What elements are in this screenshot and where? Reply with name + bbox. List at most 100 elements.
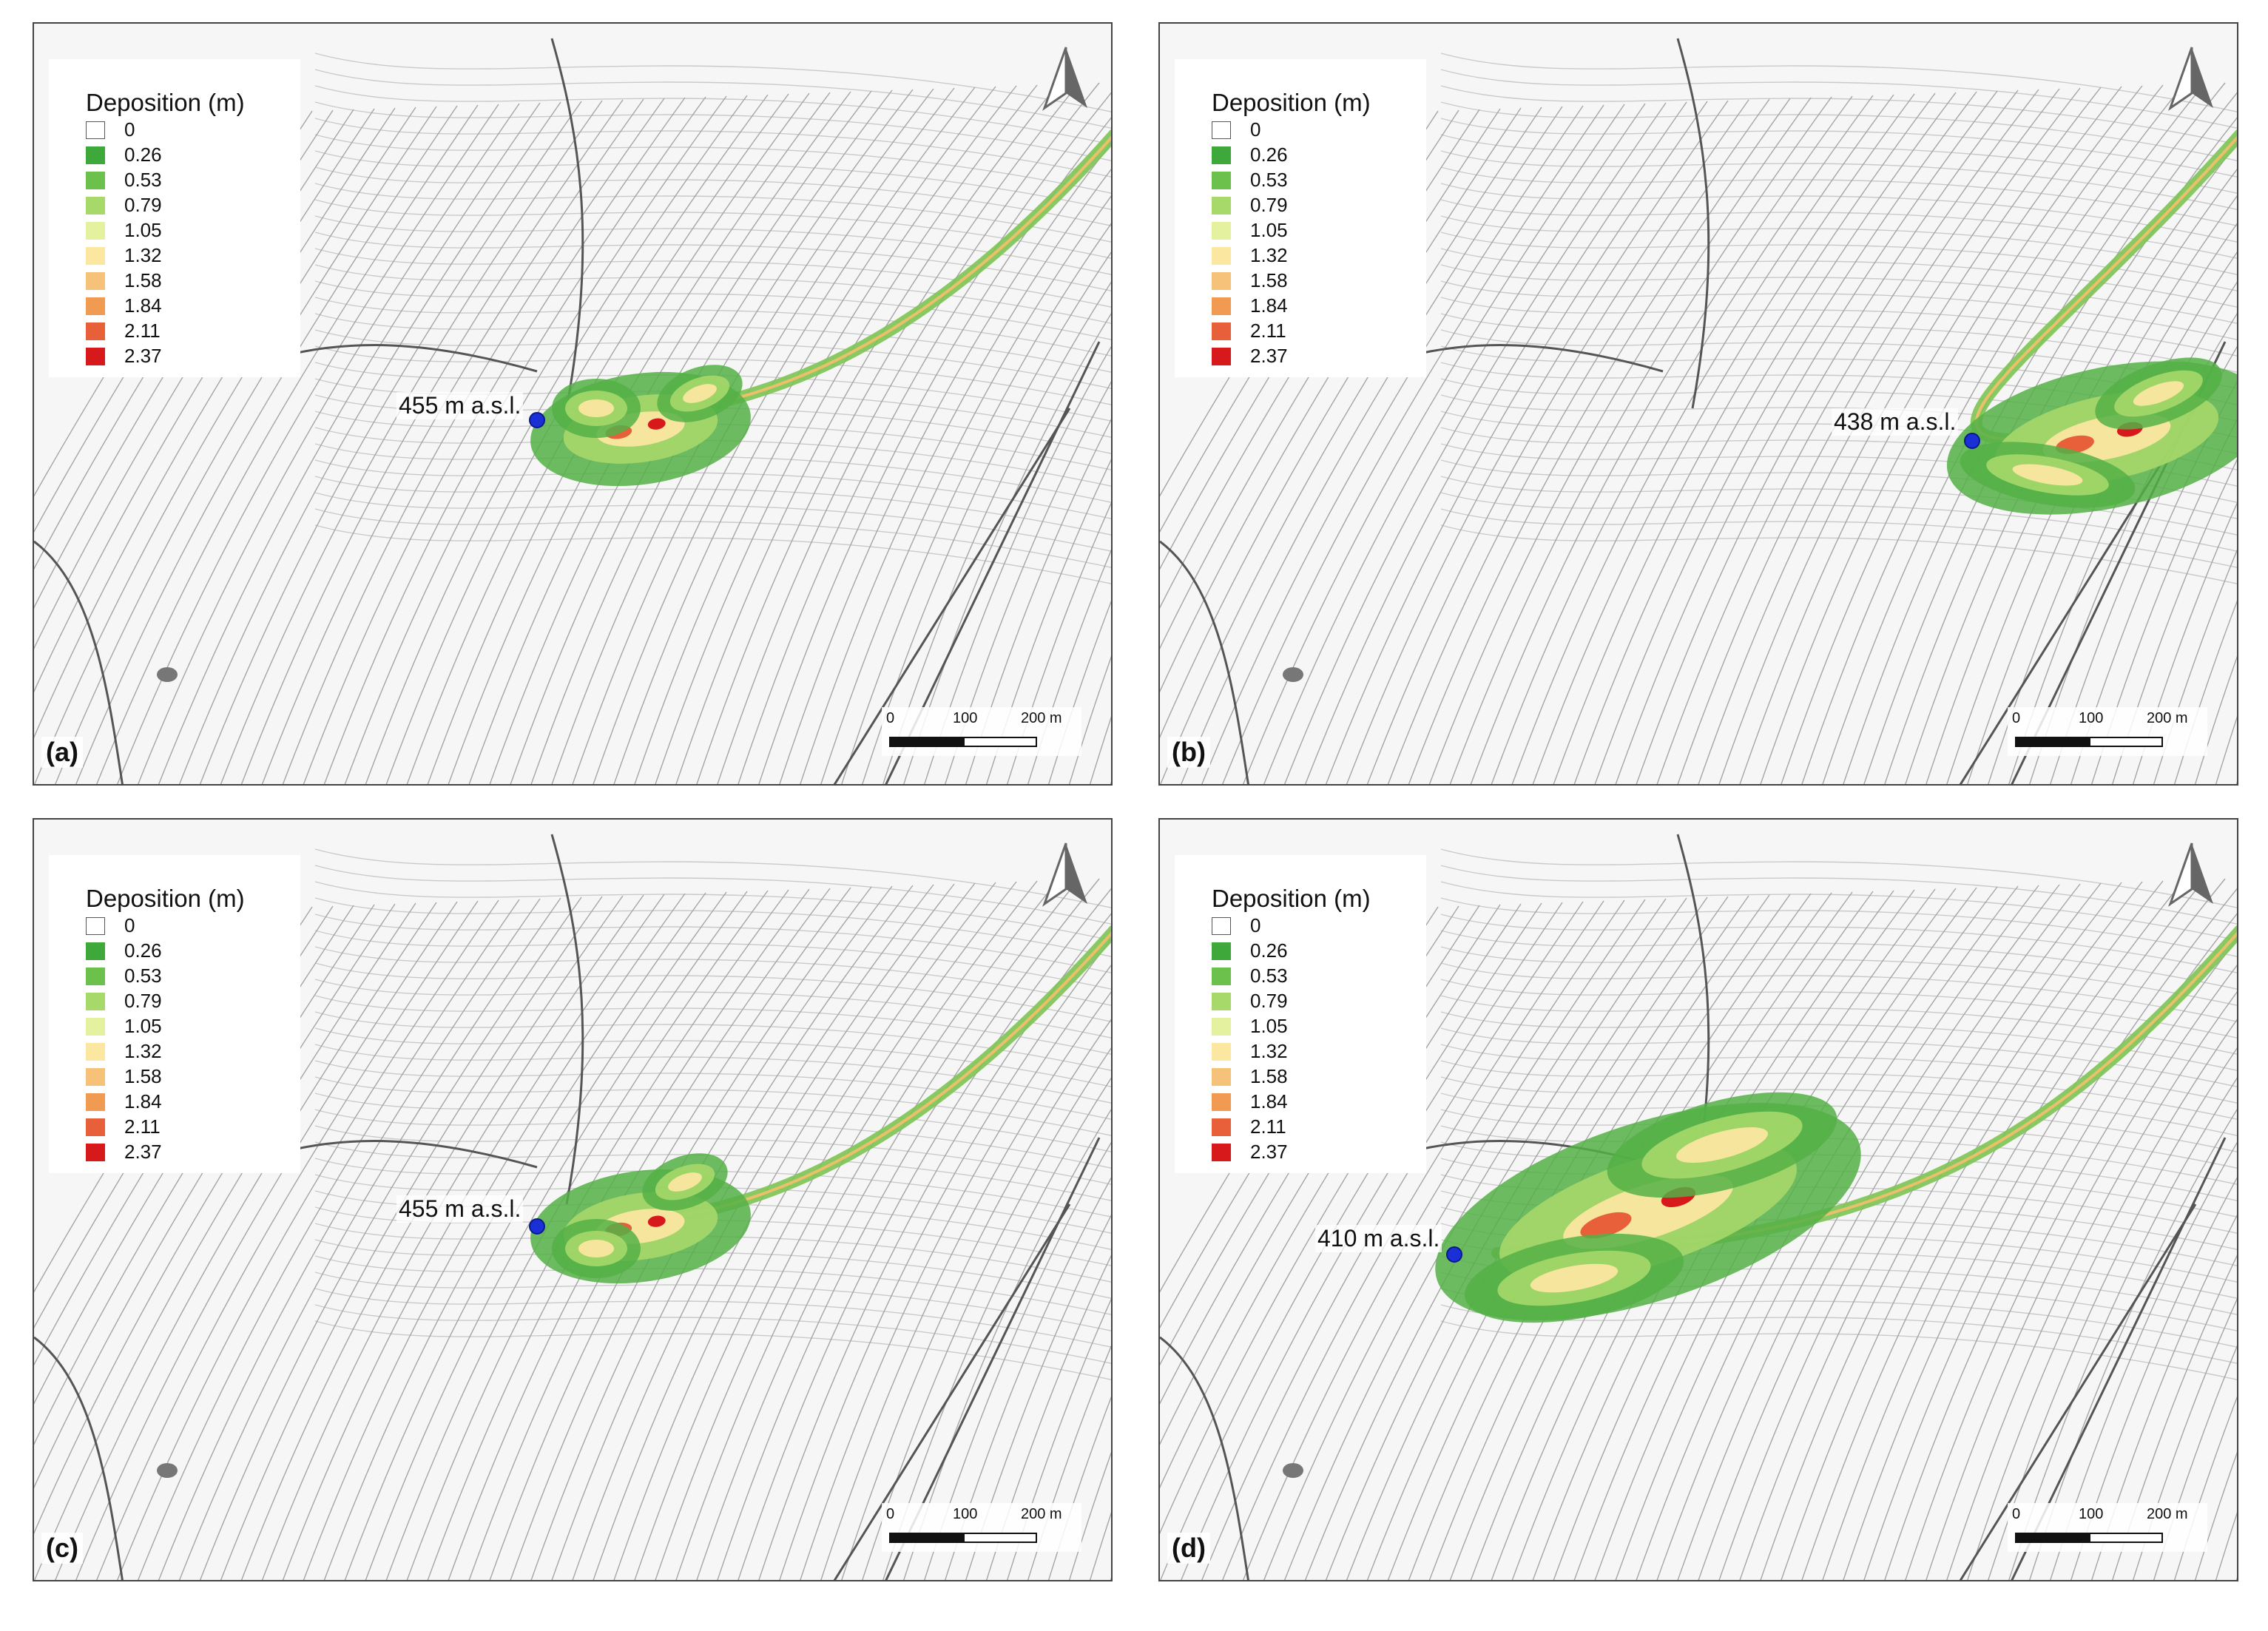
scale-tick-100: 100	[953, 1506, 978, 1522]
legend-label: 0.53	[124, 169, 162, 191]
legend-title: Deposition (m)	[86, 89, 245, 116]
legend-label: 0.79	[124, 990, 162, 1012]
release-point-marker	[529, 1218, 545, 1235]
legend-label: 2.11	[1250, 1115, 1286, 1138]
legend-title: Deposition (m)	[1212, 89, 1371, 116]
map-panel-d: Deposition (m) 0 0.26 0.53 0.79 1.05 1.32 1.58…	[1158, 818, 2238, 1581]
legend-label: 1.84	[124, 1090, 162, 1112]
legend-swatch	[1212, 121, 1231, 139]
legend-swatch	[1212, 1093, 1231, 1111]
scale-tick-100: 100	[2079, 710, 2104, 726]
legend-swatch	[86, 348, 105, 365]
legend-swatch	[1212, 917, 1231, 935]
legend-title: Deposition (m)	[1212, 885, 1371, 912]
legend-label: 0.53	[1250, 169, 1288, 191]
legend-label: 1.84	[1250, 1090, 1288, 1112]
legend-swatch	[86, 917, 105, 935]
legend-swatch	[1212, 172, 1231, 189]
legend-label: 1.05	[124, 1015, 162, 1037]
scale-bar: 0 100 200 m	[882, 1503, 1081, 1558]
legend-label: 1.32	[124, 244, 162, 266]
scale-tick-200: 200 m	[2147, 1506, 2188, 1522]
legend-label: 0	[1250, 914, 1261, 936]
legend-swatch	[86, 968, 105, 985]
legend-swatch	[86, 222, 105, 240]
scale-tick-200: 200 m	[2147, 710, 2188, 726]
scale-bar: 0 100 200 m	[2008, 1503, 2207, 1558]
map-panel-c: Deposition (m) 0 0.26 0.53 0.79 1.05 1.32 1.58…	[33, 818, 1113, 1581]
elevation-label: 455 m a.s.l.	[396, 1195, 524, 1223]
scale-tick-100: 100	[953, 710, 978, 726]
legend-swatch	[86, 172, 105, 189]
legend-swatch	[86, 993, 105, 1010]
north-arrow-icon	[1042, 842, 1087, 907]
scale-tick-200: 200 m	[1021, 1506, 1062, 1522]
legend-label: 2.37	[1250, 1141, 1288, 1163]
legend-label: 0.26	[1250, 143, 1288, 166]
scale-bar: 0 100 200 m	[882, 707, 1081, 762]
scale-tick-0: 0	[886, 1506, 895, 1522]
legend: Deposition (m) 0 0.26 0.53 0.79 1.05 1.32 1.58…	[49, 855, 300, 1173]
legend-swatch	[1212, 222, 1231, 240]
legend-label: 2.37	[1250, 345, 1288, 367]
legend-label: 1.58	[1250, 1065, 1288, 1087]
legend-swatch	[86, 1144, 105, 1161]
legend: Deposition (m) 0 0.26 0.53 0.79 1.05 1.32 1.58…	[1175, 855, 1426, 1173]
map-panel-a: Deposition (m) 0 0.26 0.53 0.79 1.05 1.32 1.58…	[33, 22, 1113, 786]
panel-label: (b)	[1167, 737, 1210, 768]
legend-swatch	[1212, 1118, 1231, 1136]
legend-swatch	[86, 1043, 105, 1061]
panel-label: (d)	[1167, 1533, 1210, 1564]
legend-label: 0.26	[1250, 939, 1288, 962]
legend-label: 1.05	[1250, 1015, 1288, 1037]
release-point-marker	[1446, 1246, 1462, 1263]
legend-swatch	[86, 146, 105, 164]
legend: Deposition (m) 0 0.26 0.53 0.79 1.05 1.32 1.58…	[1175, 59, 1426, 377]
scale-tick-0: 0	[2012, 710, 2021, 726]
legend-label: 1.32	[1250, 244, 1288, 266]
legend-swatch	[86, 1118, 105, 1136]
legend-label: 0.79	[1250, 990, 1288, 1012]
legend-swatch	[1212, 1068, 1231, 1086]
legend-swatch	[86, 323, 105, 340]
legend-swatch	[1212, 942, 1231, 960]
elevation-label: 455 m a.s.l.	[396, 392, 524, 419]
legend-label: 0	[1250, 118, 1261, 141]
legend-swatch	[86, 942, 105, 960]
legend-swatch	[1212, 297, 1231, 315]
legend-label: 0	[124, 118, 135, 141]
release-point-marker	[1964, 433, 1980, 449]
legend-swatch	[1212, 1144, 1231, 1161]
legend-swatch	[1212, 247, 1231, 265]
legend-swatch	[1212, 1018, 1231, 1036]
legend-label: 1.05	[1250, 219, 1288, 241]
legend-swatch	[86, 1018, 105, 1036]
legend-label: 2.11	[124, 320, 161, 342]
north-arrow-icon	[1042, 47, 1087, 111]
legend-label: 0.26	[124, 143, 162, 166]
legend-label: 0.79	[1250, 194, 1288, 216]
legend-swatch	[86, 1093, 105, 1111]
legend-swatch	[1212, 968, 1231, 985]
legend: Deposition (m) 0 0.26 0.53 0.79 1.05 1.32 1.58…	[49, 59, 300, 377]
elevation-label: 410 m a.s.l.	[1315, 1225, 1442, 1252]
panel-label: (c)	[41, 1533, 83, 1564]
legend-label: 2.37	[124, 1141, 162, 1163]
legend-swatch	[1212, 1043, 1231, 1061]
north-arrow-icon	[2168, 842, 2213, 907]
legend-label: 0.53	[1250, 965, 1288, 987]
legend-label: 1.58	[124, 269, 162, 291]
legend-label: 0.26	[124, 939, 162, 962]
legend-swatch	[1212, 146, 1231, 164]
scale-tick-0: 0	[886, 710, 895, 726]
legend-swatch	[1212, 272, 1231, 290]
legend-swatch	[86, 121, 105, 139]
north-arrow-icon	[2168, 47, 2213, 111]
legend-swatch	[1212, 323, 1231, 340]
scale-tick-0: 0	[2012, 1506, 2021, 1522]
legend-label: 0.79	[124, 194, 162, 216]
legend-label: 1.84	[1250, 294, 1288, 317]
legend-label: 2.37	[124, 345, 162, 367]
legend-swatch	[1212, 197, 1231, 215]
scale-bar: 0 100 200 m	[2008, 707, 2207, 762]
